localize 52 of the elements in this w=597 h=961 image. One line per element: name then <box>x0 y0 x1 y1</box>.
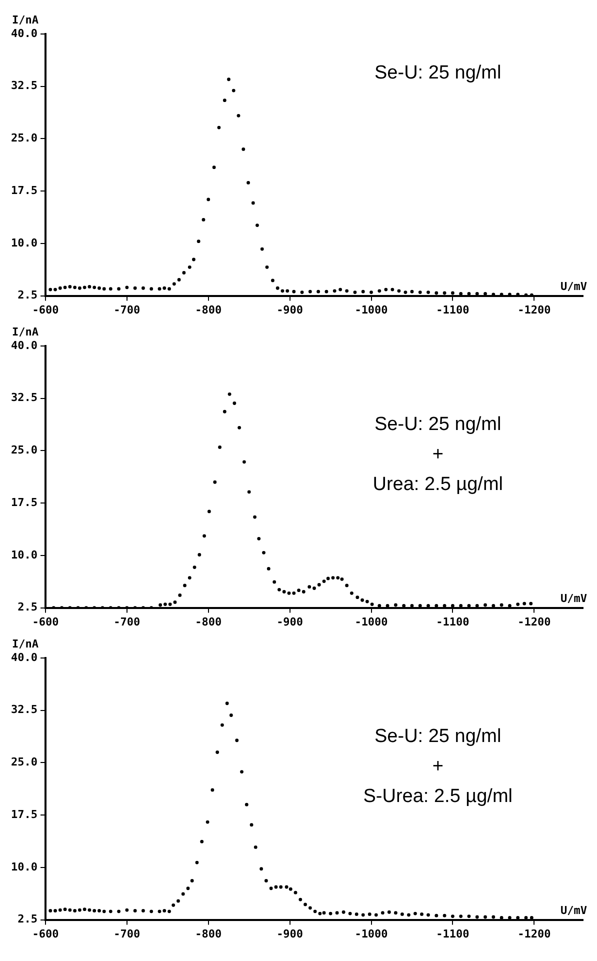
y-tick-label: 40.0 <box>10 650 38 664</box>
x-tick-label: -1100 <box>436 927 470 940</box>
y-axis-title: I/nA <box>12 325 39 338</box>
y-tick-label: 25.0 <box>10 132 38 145</box>
x-tick-label: -900 <box>276 927 304 940</box>
y-tick-label: 25.0 <box>10 444 38 457</box>
annotation: Urea: 2.5 µg/ml <box>372 474 504 495</box>
annotation: Se-U: 25 ng/ml <box>374 726 502 747</box>
y-tick-label: 32.5 <box>10 703 38 716</box>
x-axis-title: U/mV <box>560 280 588 294</box>
y-tick-label: 17.5 <box>10 808 38 821</box>
x-tick-label: -1000 <box>354 615 388 628</box>
x-tick-label: -900 <box>276 615 304 628</box>
x-tick-label: -600 <box>32 927 59 940</box>
x-tick-label: -700 <box>114 615 140 628</box>
y-tick-label: 40.0 <box>10 26 38 40</box>
x-tick-label: -1100 <box>436 303 470 316</box>
y-tick-label: 40.0 <box>10 338 38 352</box>
y-tick-label: 32.5 <box>10 79 38 92</box>
x-axis-title: U/mV <box>560 592 588 606</box>
y-axis-title: I/nA <box>12 13 39 26</box>
y-tick-label: 10.0 <box>10 860 38 874</box>
annotation: Se-U: 25 ng/ml <box>374 62 502 84</box>
x-tick-label: -1200 <box>518 927 551 940</box>
y-tick-label: 17.5 <box>10 184 38 197</box>
x-tick-label: -600 <box>32 303 59 316</box>
x-tick-label: -1000 <box>354 927 388 940</box>
y-tick-label: 17.5 <box>10 496 38 509</box>
x-tick-label: -1200 <box>518 303 551 316</box>
y-tick-label: 2.5 <box>18 600 38 614</box>
x-tick-label: -700 <box>114 927 140 940</box>
annotation: S-Urea: 2.5 µg/ml <box>363 786 513 807</box>
y-tick-label: 2.5 <box>18 288 38 302</box>
x-tick-label: -800 <box>195 927 222 940</box>
annotation: Se-U: 25 ng/ml <box>374 414 502 435</box>
annotation: + <box>432 756 444 777</box>
x-tick-label: -1200 <box>518 615 551 628</box>
x-axis-title: U/mV <box>560 904 588 918</box>
annotation: + <box>432 444 444 465</box>
x-tick-label: -800 <box>195 615 222 628</box>
x-tick-label: -800 <box>195 303 222 316</box>
x-tick-label: -600 <box>32 615 59 628</box>
x-tick-label: -1000 <box>354 303 388 316</box>
x-tick-label: -700 <box>114 303 140 316</box>
y-tick-label: 25.0 <box>10 756 38 769</box>
y-tick-label: 10.0 <box>10 236 38 250</box>
x-tick-label: -1100 <box>436 615 470 628</box>
y-tick-label: 32.5 <box>10 391 38 404</box>
y-tick-label: 2.5 <box>18 912 38 926</box>
y-axis-title: I/nA <box>12 637 39 650</box>
y-tick-label: 10.0 <box>10 548 38 562</box>
x-tick-label: -900 <box>276 303 304 316</box>
